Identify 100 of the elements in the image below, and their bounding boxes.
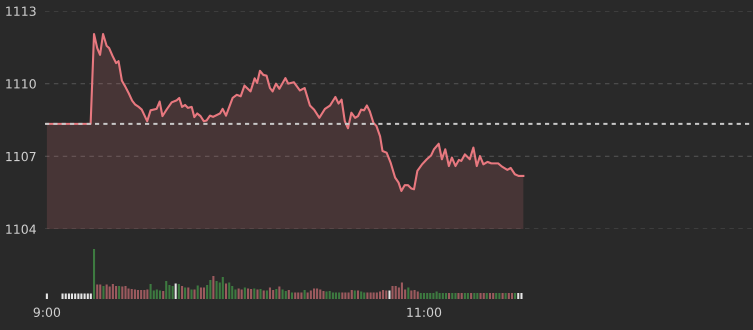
- bar: [438, 293, 441, 299]
- bar: [297, 292, 300, 299]
- bar: [127, 288, 130, 299]
- bar: [344, 292, 346, 299]
- bar: [224, 284, 228, 299]
- bar: [178, 284, 180, 299]
- bar: [454, 293, 457, 299]
- bar: [304, 290, 306, 299]
- bar: [146, 290, 148, 299]
- bar: [460, 293, 463, 299]
- bar: [216, 281, 218, 299]
- bar: [448, 293, 450, 299]
- bar: [228, 282, 230, 299]
- y-tick-label: 1110: [6, 79, 36, 89]
- bar: [250, 289, 252, 299]
- bar: [150, 284, 152, 299]
- bar: [272, 290, 274, 299]
- bar: [168, 285, 170, 299]
- bar: [64, 294, 67, 299]
- bar: [115, 286, 118, 299]
- bar: [442, 293, 444, 299]
- bar: [268, 288, 271, 299]
- bar: [124, 286, 127, 299]
- bar: [266, 290, 268, 299]
- bar: [74, 294, 76, 299]
- bar: [121, 286, 124, 299]
- bar: [429, 293, 432, 299]
- y-tick-label: 1113: [6, 6, 36, 16]
- bar: [360, 292, 362, 299]
- bar: [162, 291, 164, 299]
- bar: [290, 292, 294, 299]
- bar: [68, 294, 70, 299]
- bar: [334, 292, 337, 299]
- bar: [90, 294, 92, 299]
- bar: [502, 293, 504, 299]
- bar: [275, 289, 278, 299]
- bar: [480, 293, 482, 299]
- bar: [202, 288, 205, 299]
- bar: [325, 292, 328, 299]
- bar: [278, 286, 280, 299]
- bar: [165, 281, 168, 299]
- bar: [498, 293, 500, 299]
- bar: [341, 292, 344, 299]
- bar: [96, 284, 98, 299]
- bar: [222, 277, 224, 299]
- bar: [508, 293, 510, 299]
- bar: [436, 292, 438, 299]
- bar: [99, 284, 102, 299]
- bar: [240, 290, 243, 299]
- bar: [350, 290, 353, 299]
- bar: [328, 291, 331, 299]
- bar: [414, 290, 416, 299]
- bar: [174, 284, 177, 299]
- bar: [382, 290, 384, 299]
- bar: [495, 293, 498, 299]
- bar: [46, 294, 48, 299]
- bar: [410, 290, 412, 299]
- bar: [356, 290, 360, 299]
- bar: [70, 294, 73, 299]
- bar: [348, 292, 350, 299]
- bar: [259, 289, 262, 299]
- bar: [282, 290, 284, 299]
- bar: [300, 292, 302, 299]
- bar: [112, 284, 114, 299]
- bar: [394, 286, 397, 299]
- bar: [212, 276, 214, 299]
- bar: [200, 288, 202, 299]
- bar: [476, 293, 478, 299]
- bar: [136, 290, 139, 299]
- bar: [488, 293, 492, 299]
- x-tick-label: 9:00: [34, 308, 60, 318]
- bar: [92, 249, 96, 299]
- bar: [457, 293, 460, 299]
- bar: [482, 293, 485, 299]
- bar: [140, 290, 142, 299]
- bar: [313, 288, 316, 299]
- bar: [130, 289, 133, 299]
- bar: [80, 294, 82, 299]
- bar: [238, 288, 240, 299]
- bar: [492, 293, 494, 299]
- bar: [319, 290, 322, 299]
- y-tick-label: 1107: [6, 152, 36, 162]
- bar: [86, 294, 89, 299]
- bar: [422, 293, 426, 299]
- bar: [379, 292, 382, 299]
- bar: [253, 288, 256, 299]
- bar: [511, 293, 514, 299]
- bar: [310, 290, 312, 299]
- bar: [134, 290, 136, 299]
- bar: [316, 288, 318, 299]
- bar: [118, 286, 120, 299]
- bar: [262, 290, 265, 299]
- bar: [354, 290, 356, 299]
- bar: [363, 292, 366, 299]
- bar: [156, 290, 158, 299]
- bar: [385, 290, 388, 299]
- bar: [234, 290, 236, 299]
- bar: [247, 288, 250, 299]
- x-tick-label: 11:00: [407, 308, 442, 318]
- bar: [106, 284, 108, 299]
